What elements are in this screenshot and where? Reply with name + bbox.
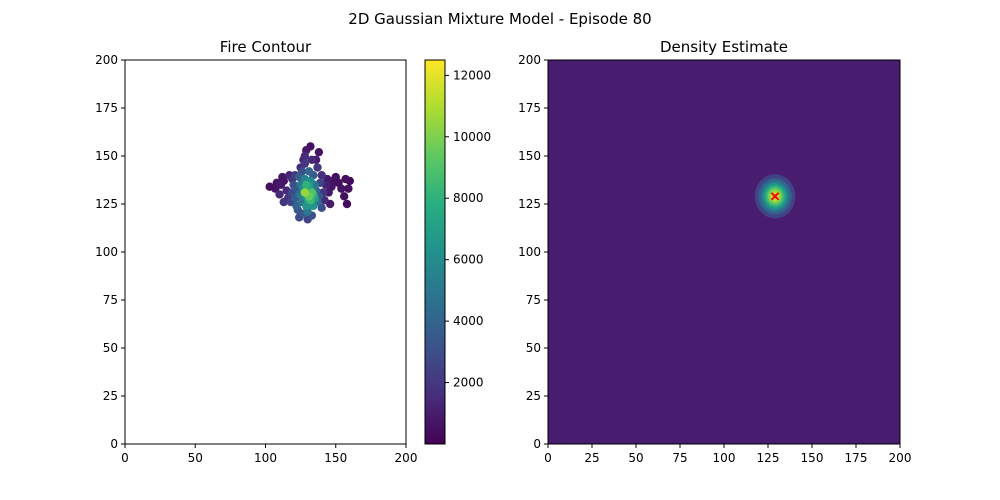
fire-contour-point xyxy=(302,180,311,189)
density-estimate-y-tick-label: 50 xyxy=(526,341,541,355)
fire-contour-x-tick-label: 100 xyxy=(254,451,277,465)
fire-contour-y-tick-label: 100 xyxy=(95,245,118,259)
colorbar-tick-label: 10000 xyxy=(453,130,491,144)
density-estimate-y-axis: 0 25 50 75 100 125 150 175 200 xyxy=(518,53,548,451)
fire-contour-title: Fire Contour xyxy=(220,38,312,56)
fire-contour-point xyxy=(317,203,326,213)
fire-contour-panel: Fire Contour 0 50 100 150 200 0 25 50 75 100 125 1… xyxy=(95,38,417,465)
density-estimate-x-tick-label: 50 xyxy=(628,451,643,465)
fire-contour-point xyxy=(342,199,352,209)
fire-contour-y-axis: 0 25 50 75 100 125 150 175 200 xyxy=(95,53,125,451)
density-estimate-x-tick-label: 125 xyxy=(757,451,780,465)
density-estimate-x-tick-label: 200 xyxy=(889,451,912,465)
density-peak-marker xyxy=(770,192,780,201)
fire-contour-point xyxy=(278,172,287,182)
fire-contour-plot-area xyxy=(125,60,406,444)
density-estimate-x-tick-label: 175 xyxy=(845,451,868,465)
density-estimate-panel: Density Estimate 0 25 50 75 100 125 150 175 200 … xyxy=(518,38,911,465)
fire-contour-y-tick-label: 125 xyxy=(95,197,118,211)
colorbar-tick-label: 2000 xyxy=(453,376,484,390)
colorbar-ticks: 2000 4000 6000 8000 10000 12000 xyxy=(445,68,491,390)
colorbar-tick-label: 8000 xyxy=(453,191,484,205)
density-estimate-y-tick-label: 200 xyxy=(518,53,541,67)
density-estimate-y-tick-label: 75 xyxy=(526,293,541,307)
fire-contour-x-tick-label: 150 xyxy=(324,451,347,465)
x-marker-stroke xyxy=(770,192,780,201)
density-estimate-y-tick-label: 0 xyxy=(533,437,541,451)
fire-contour-point xyxy=(317,171,326,180)
fire-contour-point xyxy=(339,192,349,201)
density-estimate-y-tick-label: 25 xyxy=(526,389,541,403)
density-estimate-title: Density Estimate xyxy=(660,38,788,56)
fire-contour-point xyxy=(300,159,310,168)
colorbar-frame xyxy=(424,59,446,445)
fire-contour-point xyxy=(304,167,314,176)
fire-contour-point xyxy=(300,188,310,197)
fire-contour-x-tick-label: 0 xyxy=(121,451,129,465)
fire-contour-x-tick-label: 50 xyxy=(188,451,203,465)
fire-contour-point xyxy=(344,184,353,193)
density-estimate-x-tick-label: 75 xyxy=(672,451,687,465)
fire-contour-point xyxy=(313,163,322,172)
density-estimate-x-tick-label: 100 xyxy=(713,451,736,465)
density-estimate-x-tick-label: 150 xyxy=(801,451,824,465)
density-estimate-x-tick-label: 25 xyxy=(584,451,599,465)
fire-contour-y-tick-label: 50 xyxy=(103,341,118,355)
colorbar-tick-label: 6000 xyxy=(453,253,484,267)
density-estimate-y-tick-label: 125 xyxy=(518,197,541,211)
fire-contour-x-tick-label: 200 xyxy=(395,451,418,465)
colorbar-tick-label: 4000 xyxy=(453,314,484,328)
fire-contour-point xyxy=(302,201,311,211)
fire-contour-y-tick-label: 0 xyxy=(110,437,118,451)
density-estimate-x-tick-label: 0 xyxy=(544,451,552,465)
fire-contour-point xyxy=(276,180,286,189)
fire-contour-point xyxy=(314,147,324,157)
fire-contour-point xyxy=(341,174,350,184)
fire-contour-y-tick-label: 150 xyxy=(95,149,118,163)
figure-suptitle: 2D Gaussian Mixture Model - Episode 80 xyxy=(348,10,651,28)
fire-contour-y-tick-label: 25 xyxy=(103,389,118,403)
colorbar-tick-label: 12000 xyxy=(453,68,491,82)
density-estimate-x-axis: 0 25 50 75 100 125 150 175 200 xyxy=(544,444,911,465)
fire-contour-point xyxy=(275,190,284,199)
density-estimate-y-tick-label: 100 xyxy=(518,245,541,259)
density-estimate-y-tick-label: 175 xyxy=(518,101,541,115)
fire-contour-y-tick-label: 175 xyxy=(95,101,118,115)
colorbar: 2000 4000 6000 8000 10000 12000 xyxy=(424,59,491,445)
fire-contour-points xyxy=(265,142,354,224)
fire-contour-x-axis: 0 50 100 150 200 xyxy=(121,444,417,465)
fire-contour-y-tick-label: 75 xyxy=(103,293,118,307)
fire-contour-point xyxy=(300,151,310,161)
colorbar-gradient xyxy=(425,60,445,444)
density-background xyxy=(548,60,900,444)
fire-contour-point xyxy=(307,155,317,165)
fire-contour-y-tick-label: 200 xyxy=(95,53,118,67)
fire-contour-point xyxy=(337,184,346,193)
density-estimate-y-tick-label: 150 xyxy=(518,149,541,163)
